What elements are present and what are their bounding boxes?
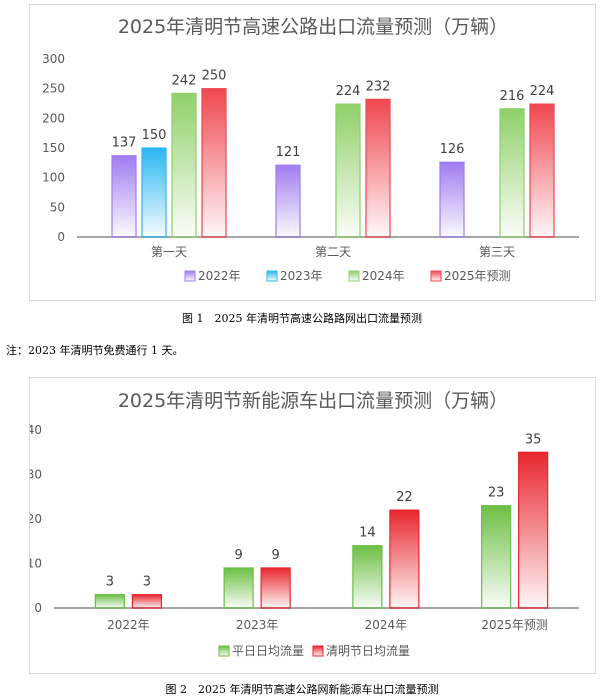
chart-2: 2025年清明节新能源车出口流量预测（万辆） 0 10 20 30 40 3 3 2022年 9 9…: [30, 390, 579, 658]
data-label: 250: [202, 69, 227, 84]
y-tick-label: 100: [42, 171, 65, 185]
data-label: 137: [112, 136, 137, 151]
legend-label: 2023年: [280, 269, 323, 283]
data-label: 9: [234, 548, 242, 563]
x-tick-label: 2024年: [365, 618, 408, 632]
data-label: 224: [530, 84, 555, 99]
bar: [201, 88, 227, 238]
note-text: 注：2023 年清明节免费通行 1 天。: [6, 344, 184, 357]
data-label: 242: [172, 73, 197, 88]
legend-swatch: [184, 270, 196, 282]
bar: [481, 505, 512, 609]
chart-title: 2025年清明节新能源车出口流量预测（万辆）: [118, 390, 508, 412]
x-tick-label: 2022年: [107, 618, 150, 632]
bar: [365, 98, 391, 238]
legend-label: 平日日均流量: [232, 644, 304, 658]
y-tick-label: 30: [30, 468, 42, 482]
bar: [529, 103, 555, 238]
bar: [94, 594, 125, 609]
bar: [223, 567, 254, 609]
data-label: 35: [525, 432, 542, 447]
x-tick-label: 2023年: [236, 618, 279, 632]
chart-1: 2025年清明节高速公路出口流量预测（万辆） 0 50 100 150 200 250 300…: [42, 16, 579, 283]
y-tick-label: 10: [30, 557, 42, 571]
data-label: 224: [336, 84, 361, 99]
data-label: 216: [500, 89, 525, 104]
data-label: 9: [271, 548, 279, 563]
chart-panel-1: 2025年清明节高速公路出口流量预测（万辆） 0 50 100 150 200 250 300…: [29, 4, 596, 301]
bar: [352, 545, 383, 609]
chart-title: 2025年清明节高速公路出口流量预测（万辆）: [118, 16, 508, 38]
data-label: 23: [488, 486, 505, 501]
legend-swatch: [266, 270, 278, 282]
y-tick-label: 50: [50, 200, 65, 214]
bar: [275, 164, 301, 238]
bar: [260, 567, 291, 609]
data-label: 232: [366, 79, 391, 94]
x-tick-label: 第三天: [479, 245, 515, 259]
legend-label: 2025年预测: [444, 269, 511, 283]
bar: [335, 103, 361, 238]
data-label: 3: [143, 575, 151, 590]
y-tick-label: 40: [30, 423, 42, 437]
data-label: 126: [440, 142, 465, 157]
bar: [111, 155, 137, 238]
legend-label: 清明节日均流量: [326, 644, 410, 658]
chart-panel-2: 2025年清明节新能源车出口流量预测（万辆） 0 10 20 30 40 3 3 2022年 9 9…: [29, 377, 596, 674]
y-tick-label: 0: [34, 601, 42, 615]
bar: [171, 92, 197, 238]
bar: [499, 108, 525, 238]
data-label: 3: [106, 575, 114, 590]
bar: [518, 451, 549, 609]
y-tick-label: 250: [42, 82, 65, 96]
bar: [131, 594, 162, 609]
bar: [389, 509, 420, 609]
y-tick-label: 20: [30, 512, 42, 526]
data-label: 121: [276, 145, 301, 160]
legend-swatch: [348, 270, 360, 282]
figure-1-caption: 图 1 2025 年清明节高速公路路网出口流量预测: [182, 312, 422, 325]
legend-label: 2022年: [198, 269, 241, 283]
x-tick-label: 2025年预测: [481, 618, 548, 632]
data-label: 22: [396, 490, 413, 505]
legend-swatch: [218, 645, 230, 657]
legend-swatch: [312, 645, 324, 657]
figure-2-caption: 图 2 2025 年清明节高速公路网新能源车出口流量预测: [165, 683, 439, 696]
data-label: 150: [142, 128, 167, 143]
y-tick-label: 150: [42, 141, 65, 155]
x-tick-label: 第二天: [315, 245, 351, 259]
x-tick-label: 第一天: [151, 245, 187, 259]
bar: [141, 147, 167, 238]
legend-swatch: [430, 270, 442, 282]
y-tick-label: 200: [42, 111, 65, 125]
legend-label: 2024年: [362, 269, 405, 283]
y-tick-label: 0: [57, 230, 65, 244]
data-label: 14: [359, 526, 376, 541]
y-tick-label: 300: [42, 52, 65, 66]
bar: [439, 161, 465, 238]
